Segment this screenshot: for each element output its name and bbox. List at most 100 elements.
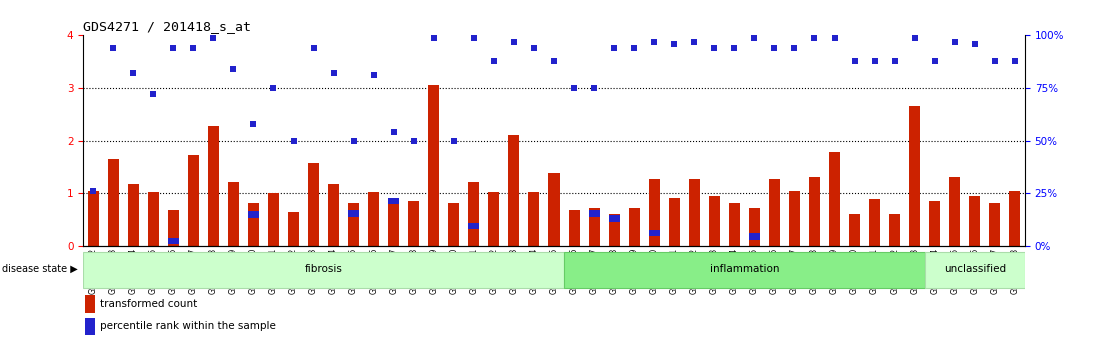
Point: [686, 39, 704, 45]
Bar: [88, 191, 99, 246]
Bar: [950, 177, 961, 246]
Bar: [849, 215, 860, 246]
Bar: [248, 203, 259, 246]
Point: [265, 85, 283, 91]
Point: [365, 73, 382, 78]
Bar: [348, 203, 359, 246]
Point: [726, 45, 743, 51]
Point: [706, 45, 724, 51]
Point: [225, 66, 243, 72]
Text: percentile rank within the sample: percentile rank within the sample: [101, 321, 276, 331]
Bar: [167, 238, 178, 244]
Bar: [829, 152, 840, 246]
Bar: [869, 199, 880, 246]
Point: [305, 45, 322, 51]
Bar: [328, 184, 339, 246]
Bar: [568, 210, 579, 246]
Point: [285, 138, 302, 144]
Point: [485, 58, 503, 63]
Point: [746, 35, 763, 40]
Bar: [308, 163, 319, 246]
Bar: [648, 179, 659, 246]
Bar: [910, 107, 921, 246]
Bar: [187, 155, 198, 246]
Bar: [608, 215, 619, 246]
Bar: [669, 198, 679, 246]
Bar: [85, 295, 95, 313]
Point: [806, 35, 823, 40]
Point: [625, 45, 643, 51]
Bar: [85, 318, 95, 335]
Bar: [889, 215, 900, 246]
Bar: [268, 193, 279, 246]
Point: [825, 35, 843, 40]
Bar: [469, 182, 480, 246]
Point: [786, 45, 803, 51]
Bar: [127, 184, 138, 246]
Bar: [689, 179, 700, 246]
Point: [325, 70, 342, 76]
Bar: [228, 182, 239, 246]
Point: [986, 58, 1004, 63]
Point: [144, 92, 162, 97]
Point: [345, 138, 362, 144]
Point: [445, 138, 463, 144]
Bar: [167, 210, 178, 246]
Bar: [208, 126, 219, 246]
Point: [906, 35, 924, 40]
Bar: [107, 159, 119, 246]
Bar: [648, 230, 659, 236]
Point: [666, 41, 684, 47]
Point: [946, 39, 964, 45]
Bar: [729, 203, 740, 246]
Bar: [608, 216, 619, 222]
Bar: [564, 252, 925, 288]
Bar: [769, 179, 780, 246]
Bar: [930, 201, 941, 246]
Point: [525, 45, 543, 51]
Text: unclassified: unclassified: [944, 264, 1006, 274]
Point: [164, 45, 182, 51]
Point: [545, 58, 563, 63]
Bar: [588, 208, 599, 246]
Bar: [588, 210, 599, 217]
Bar: [388, 199, 399, 246]
Bar: [449, 203, 460, 246]
Bar: [1009, 191, 1020, 246]
Point: [84, 188, 102, 194]
Point: [104, 45, 122, 51]
Bar: [749, 233, 760, 240]
Bar: [429, 85, 439, 246]
Point: [926, 58, 944, 63]
Point: [966, 41, 984, 47]
Bar: [509, 136, 520, 246]
Bar: [789, 191, 800, 246]
Bar: [288, 212, 299, 246]
Point: [205, 35, 223, 40]
Bar: [989, 203, 1001, 246]
Bar: [469, 223, 480, 229]
Bar: [348, 210, 359, 217]
Bar: [749, 208, 760, 246]
Bar: [529, 192, 540, 246]
Point: [384, 130, 402, 135]
Point: [766, 45, 783, 51]
Bar: [809, 177, 820, 246]
Bar: [408, 201, 419, 246]
Point: [645, 39, 663, 45]
Point: [845, 58, 863, 63]
Point: [605, 45, 623, 51]
Bar: [388, 198, 399, 204]
Bar: [147, 192, 158, 246]
Text: GDS4271 / 201418_s_at: GDS4271 / 201418_s_at: [83, 20, 252, 33]
Text: inflammation: inflammation: [709, 264, 779, 274]
Point: [865, 58, 883, 63]
Bar: [248, 211, 259, 218]
Point: [505, 39, 523, 45]
Bar: [709, 196, 720, 246]
Point: [424, 35, 442, 40]
Point: [245, 121, 263, 127]
Point: [465, 35, 483, 40]
Text: disease state ▶: disease state ▶: [2, 264, 78, 274]
Point: [184, 45, 202, 51]
